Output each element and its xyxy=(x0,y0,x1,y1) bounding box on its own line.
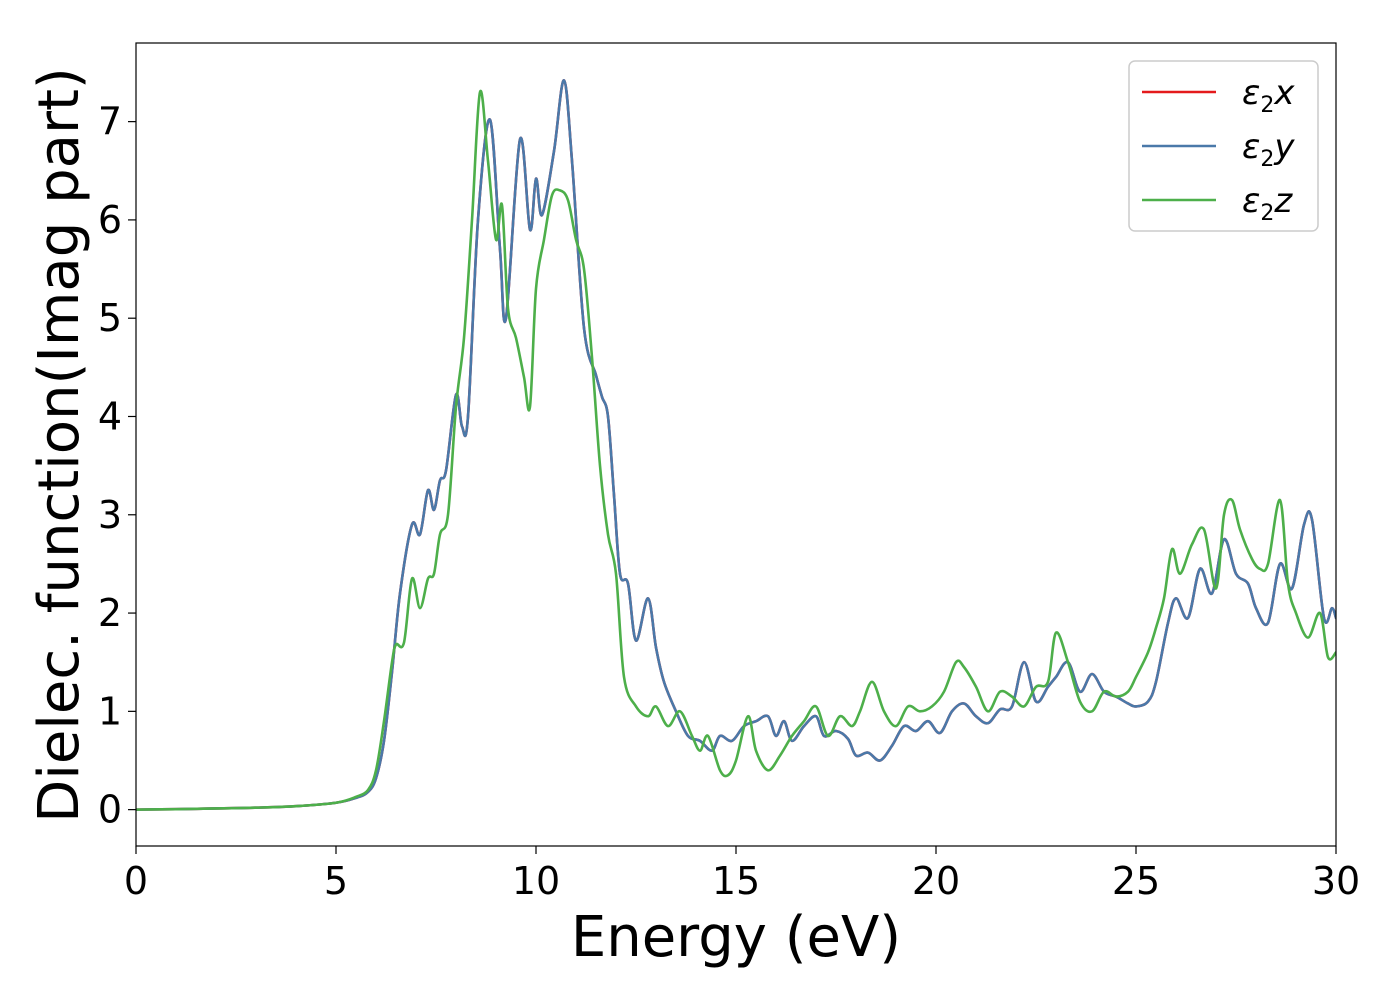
x-tick-label: 5 xyxy=(324,859,348,903)
y-tick-label: 0 xyxy=(98,788,122,832)
legend-label-y: ε2y xyxy=(1242,127,1295,172)
series-line-z xyxy=(136,89,1336,811)
x-axis: 0 5 10 15 20 25 30 xyxy=(124,846,1360,903)
x-tick-label: 20 xyxy=(912,859,960,903)
x-axis-label: Energy (eV) xyxy=(571,905,901,970)
legend-label-x: ε2x xyxy=(1242,73,1295,118)
x-tick-label: 15 xyxy=(712,859,760,903)
series-layer xyxy=(136,79,1336,811)
y-axis-label: Dielec. function(Imag part) xyxy=(27,67,92,823)
y-axis: 0 1 2 3 4 5 6 7 xyxy=(98,100,136,832)
y-tick-label: 1 xyxy=(98,689,122,733)
y-tick-label: 7 xyxy=(98,100,122,144)
legend: ε2x ε2y ε2z xyxy=(1128,60,1319,232)
x-tick-label: 10 xyxy=(512,859,560,903)
legend-frame xyxy=(1128,60,1319,232)
x-tick-label: 25 xyxy=(1112,859,1160,903)
x-tick-label: 30 xyxy=(1312,859,1360,903)
y-tick-label: 4 xyxy=(98,394,122,438)
y-tick-label: 2 xyxy=(98,591,122,635)
x-tick-label: 0 xyxy=(124,859,148,903)
y-tick-label: 6 xyxy=(98,198,122,242)
y-tick-label: 5 xyxy=(98,296,122,340)
y-tick-label: 3 xyxy=(98,493,122,537)
legend-label-z: ε2z xyxy=(1242,181,1293,226)
